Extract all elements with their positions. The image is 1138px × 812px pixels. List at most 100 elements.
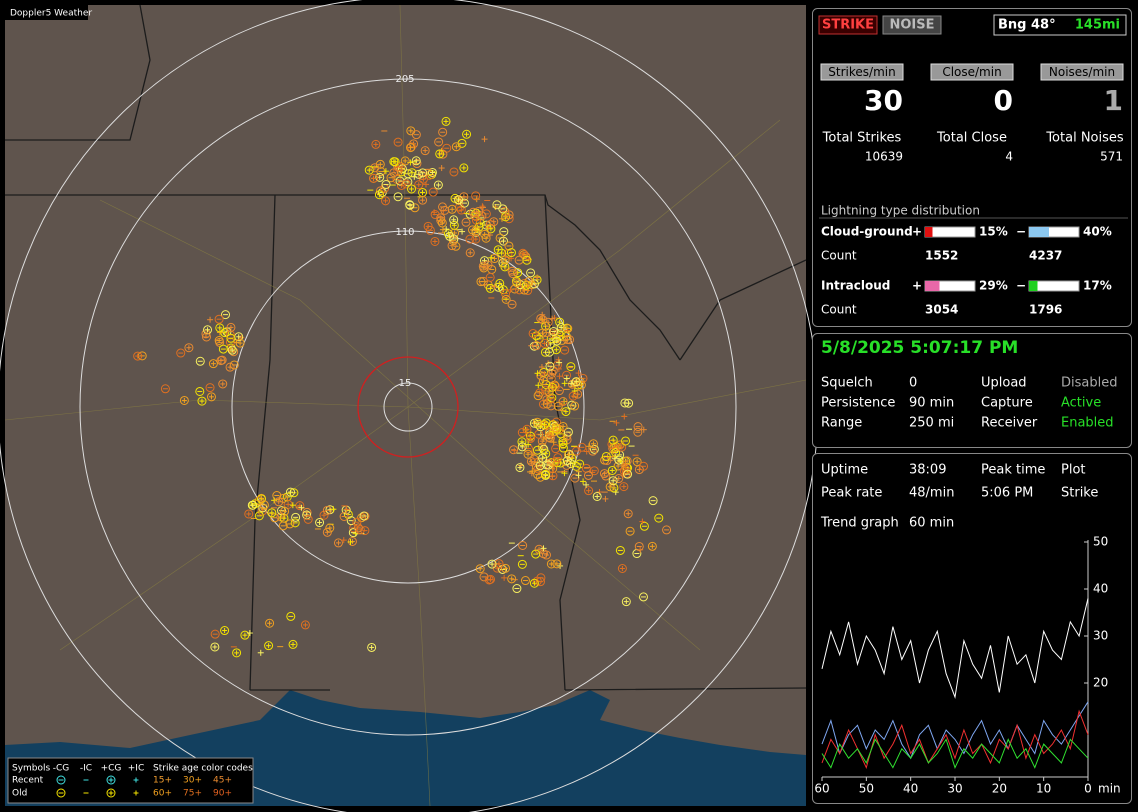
- total-label: Total Strikes: [822, 131, 902, 146]
- strike-symbol: [339, 512, 349, 522]
- strike-symbol: [484, 575, 494, 585]
- strike-symbol: [264, 641, 274, 651]
- rate-button: [1040, 63, 1124, 81]
- strike-button[interactable]: [818, 15, 878, 35]
- x-tick-label: 0: [1084, 782, 1092, 796]
- strike-symbol: [418, 195, 428, 205]
- strike-symbol: [370, 163, 380, 173]
- strike-symbol: [393, 137, 403, 147]
- strike-symbol: [549, 327, 559, 337]
- strike-symbol: [369, 173, 379, 183]
- strike-symbol: [512, 278, 522, 288]
- rate-value: 30: [864, 84, 903, 117]
- noise-button[interactable]: [882, 15, 942, 35]
- setting: 0: [909, 376, 917, 391]
- strike-symbol: [588, 439, 598, 449]
- strike-symbol: [611, 447, 621, 457]
- strike-symbol: [532, 445, 542, 455]
- strike-symbol: [662, 525, 672, 535]
- strikes: [133, 116, 672, 658]
- strike-symbol: [355, 525, 365, 535]
- strike-symbol: [485, 272, 495, 282]
- strike-symbol: [544, 387, 554, 397]
- strike-symbol: [459, 192, 469, 202]
- strike-symbol: [536, 573, 546, 583]
- strike-symbol: [232, 648, 242, 658]
- rate-value: 0: [994, 84, 1013, 117]
- strike-symbol: [434, 137, 444, 147]
- setting: Capture: [981, 396, 1033, 411]
- strike-symbol: [201, 332, 211, 342]
- strike-symbol: [480, 229, 490, 239]
- legend-box: [7, 757, 254, 804]
- strike-symbol: [374, 190, 384, 200]
- strike-symbol: [400, 156, 410, 166]
- roads: [4, 4, 807, 807]
- strike-symbol: [259, 500, 269, 510]
- stat: Peak rate: [821, 486, 882, 501]
- strike-symbol: [494, 559, 504, 569]
- age-code: 15+: [153, 776, 172, 786]
- x-tick-label: 20: [992, 782, 1007, 796]
- y-tick-label: 40: [1093, 582, 1108, 596]
- strike-symbol: [563, 324, 573, 334]
- total-value: 4: [1005, 150, 1013, 164]
- strike-symbol: [504, 210, 514, 220]
- strike-symbol: [517, 428, 527, 438]
- strike-symbol: [563, 450, 573, 460]
- legend-row-label: Recent: [12, 776, 44, 786]
- total-label: Total Noises: [1045, 131, 1124, 146]
- count-label: Count: [821, 303, 857, 317]
- sign: −: [1016, 279, 1026, 293]
- strike-symbol: [325, 523, 335, 533]
- strike-symbol: [286, 487, 296, 497]
- setting: Persistence: [821, 396, 895, 411]
- strike-symbol: [290, 518, 300, 528]
- strike-symbol: [648, 496, 658, 506]
- setting: Disabled: [1061, 376, 1117, 391]
- strike-symbol: [479, 572, 489, 582]
- range-label: 110: [395, 227, 414, 238]
- setting: Range: [821, 416, 862, 431]
- strike-symbol: [568, 391, 578, 401]
- strike-symbol: [353, 523, 363, 533]
- strike-symbol: [451, 142, 461, 152]
- strike-symbol: [423, 221, 433, 231]
- x-tick-label: 60: [814, 782, 829, 796]
- strike-symbol: [608, 476, 618, 486]
- trend-line: [821, 598, 1089, 700]
- legend-row-label: Old: [12, 789, 27, 799]
- strike-symbol: [563, 427, 573, 437]
- strike-symbol: [278, 521, 288, 531]
- strike-symbol: [447, 204, 457, 214]
- age-code: 75+: [183, 789, 202, 799]
- strike-symbol: [500, 262, 510, 272]
- legend-label: Symbols: [12, 764, 51, 774]
- strike-symbol: [513, 268, 523, 278]
- strike-symbol: [210, 642, 220, 652]
- setting: 250 mi: [909, 416, 954, 431]
- strike-symbol: [621, 436, 631, 446]
- sign: −: [1016, 225, 1026, 239]
- strike-symbol: [280, 506, 290, 516]
- strike-symbol: [601, 471, 611, 481]
- strike-symbol: [508, 269, 518, 279]
- legend-label: Strike age color codes: [153, 764, 253, 774]
- strike-symbol: [632, 457, 642, 467]
- strike-symbol: [289, 488, 299, 498]
- strike-symbol: [176, 348, 186, 358]
- strike-symbol: [427, 167, 437, 177]
- y-tick-label: 50: [1093, 535, 1108, 549]
- strike-symbol: [543, 317, 553, 327]
- strike-symbol: [524, 276, 534, 286]
- y-tick-label: 20: [1093, 676, 1108, 690]
- strike-symbol: [619, 466, 629, 476]
- strike-symbol: [487, 559, 497, 569]
- strike-symbol: [214, 314, 224, 324]
- strike-symbol: [465, 234, 475, 244]
- percent-bar: [925, 227, 933, 237]
- strike-symbol: [386, 173, 396, 183]
- age-code: 30+: [183, 776, 202, 786]
- strike-symbol: [537, 328, 547, 338]
- strike-symbol: [449, 215, 459, 225]
